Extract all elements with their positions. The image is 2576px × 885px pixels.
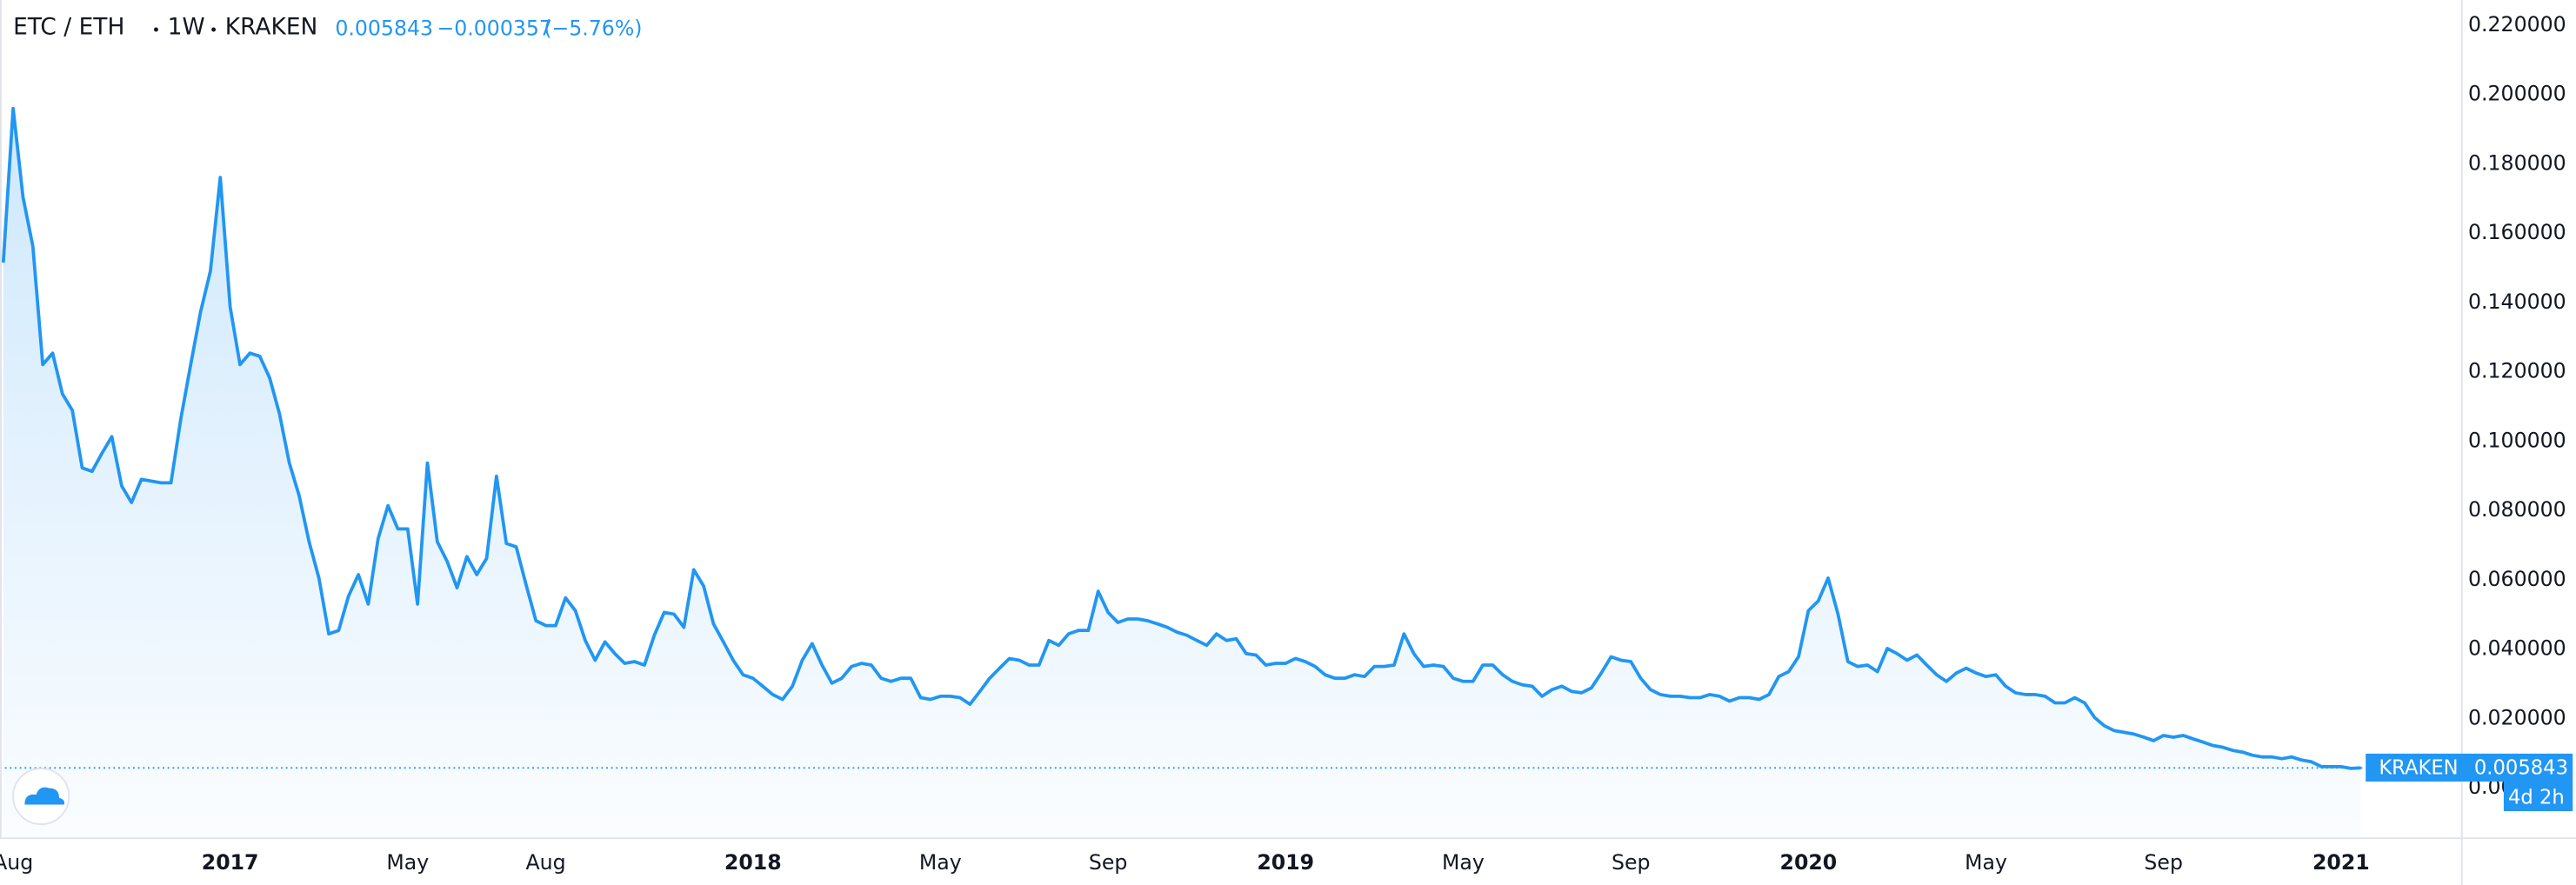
x-tick-label: 2019 <box>1257 850 1314 875</box>
price-line <box>1 106 2361 770</box>
y-tick-label: 0.120000 <box>2468 359 2566 383</box>
exchange: KRAKEN <box>225 14 318 41</box>
separator <box>211 27 217 32</box>
countdown: 4d 2h <box>2508 786 2565 808</box>
y-tick-label: 0.080000 <box>2468 497 2566 522</box>
logo-icon[interactable] <box>24 787 65 805</box>
y-tick-label: 0.100000 <box>2468 428 2566 452</box>
y-tick-label: 0.060000 <box>2468 567 2566 591</box>
x-tick-label: May <box>386 850 429 875</box>
price-label: KRAKEN 0.005843 4d 2h <box>2366 753 2573 812</box>
x-tick-label: 2021 <box>2312 850 2370 875</box>
interval: 1W <box>168 14 205 41</box>
area <box>3 108 2361 838</box>
y-tick-label: 0.180000 <box>2468 150 2566 175</box>
x-tick-label: Sep <box>2144 850 2183 875</box>
separator <box>154 27 158 32</box>
price-label-value: 0.005843 <box>2474 756 2568 779</box>
x-tick-label: 2020 <box>1780 850 1838 875</box>
x-tick-label: 2018 <box>724 850 782 875</box>
y-tick-label: 0.020000 <box>2468 705 2566 729</box>
x-tick-label: May <box>919 850 962 875</box>
change: −0.000357 <box>437 16 551 40</box>
logo[interactable] <box>12 767 70 826</box>
y-tick-label: 0.040000 <box>2468 636 2566 661</box>
y-tick-label: 0.220000 <box>2468 12 2566 37</box>
x-tick-label: Sep <box>1089 850 1128 875</box>
y-tick-label: 0.160000 <box>2468 220 2566 244</box>
x-tick-label: Sep <box>1612 850 1651 875</box>
legend-header: ETC / ETH 1W KRAKEN 0.005843 −0.000357 (… <box>13 14 642 41</box>
countdown-box <box>2503 782 2573 812</box>
symbol: ETC / ETH <box>13 14 124 41</box>
price-label-box <box>2366 753 2573 782</box>
price-label-exchange: KRAKEN <box>2379 756 2458 779</box>
change-percent: (−5.76%) <box>544 16 642 40</box>
y-tick-label: 0.200000 <box>2468 82 2566 106</box>
x-tick-label: May <box>1442 850 1485 875</box>
x-tick-label: Aug <box>0 850 33 875</box>
y-tick-label: 0.140000 <box>2468 289 2566 314</box>
last-price: 0.005843 <box>335 16 433 40</box>
x-tick-label: Aug <box>526 850 566 875</box>
plot-area <box>0 106 2366 838</box>
x-tick-label: May <box>1965 850 2007 875</box>
x-tick-label: 2017 <box>202 850 259 875</box>
